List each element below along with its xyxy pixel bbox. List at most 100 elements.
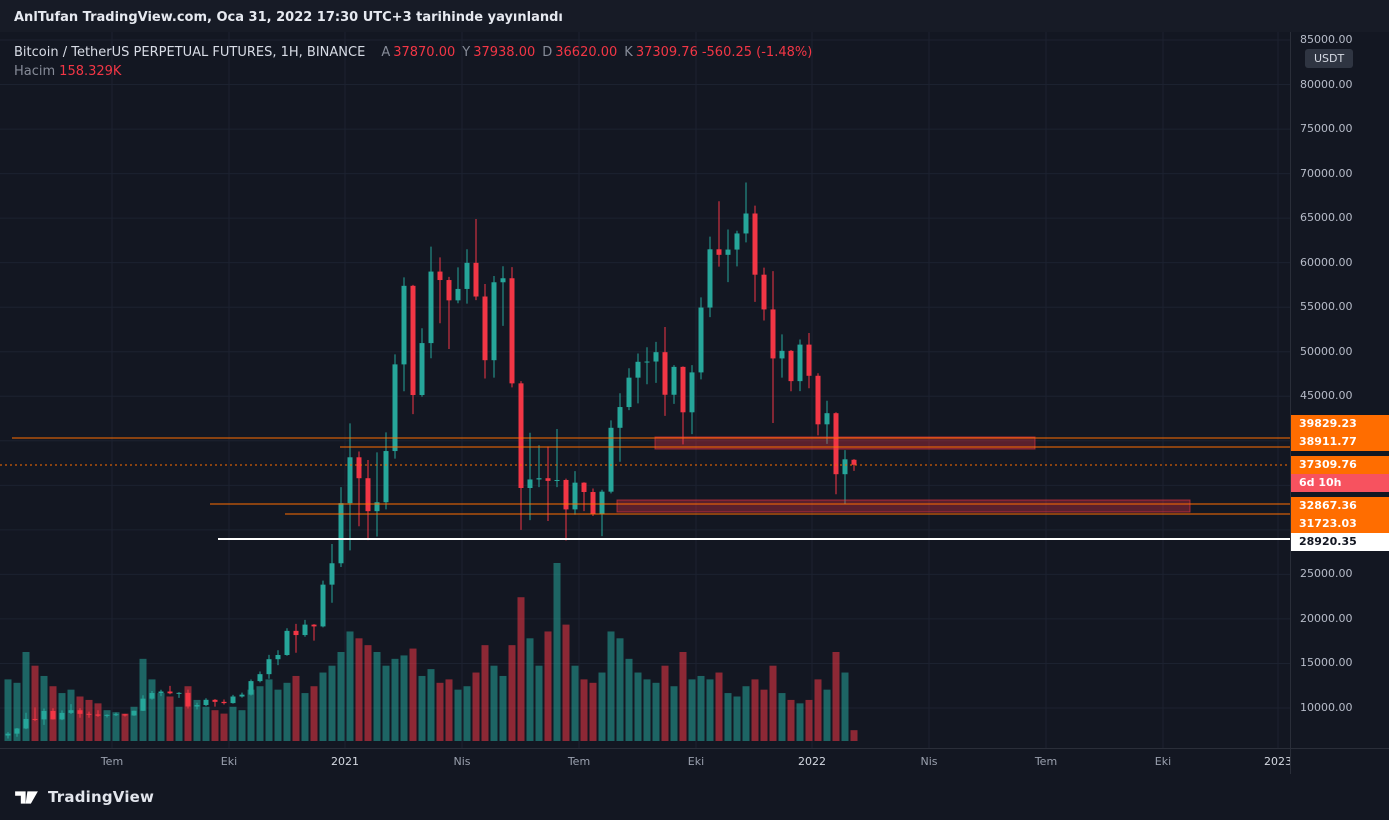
candle-body — [527, 479, 533, 489]
supply-zone[interactable] — [654, 436, 1036, 450]
volume-bar — [679, 652, 687, 741]
price-axis[interactable]: USDT 85000.00 80000.00 75000.00 70000.00 650… — [1290, 32, 1389, 774]
footer-bar: TradingView — [0, 774, 1389, 820]
time-tick-month: Nis — [453, 755, 471, 768]
ohlc-key: Y — [462, 45, 471, 60]
volume-bar — [598, 672, 606, 741]
candle-body — [635, 361, 641, 378]
candle-body — [104, 714, 110, 716]
volume-bar — [661, 665, 669, 741]
price-tick: 85000.00 — [1300, 33, 1353, 46]
candle-body — [608, 427, 614, 492]
candle-body — [122, 714, 128, 716]
volume-bar — [67, 689, 75, 741]
volume-bar — [715, 672, 723, 741]
candle-body — [212, 699, 218, 702]
time-tick-month: Eki — [687, 755, 705, 768]
candle-body — [509, 278, 515, 384]
tradingview-logo-icon[interactable] — [14, 787, 39, 808]
candle-body — [626, 377, 632, 408]
symbol-title: Bitcoin / TetherUS PERPETUAL FUTURES, 1H… — [14, 45, 366, 60]
change-value: -560.25 (-1.48%) — [701, 45, 813, 60]
supply-zone[interactable] — [616, 499, 1191, 513]
volume-bar — [112, 712, 120, 741]
volume-bar — [445, 679, 453, 741]
candle-body — [698, 307, 704, 373]
volume-bar — [589, 682, 597, 741]
candle-body — [581, 482, 587, 493]
time-tick-month: Nis — [920, 755, 938, 768]
candle-body — [806, 344, 812, 376]
symbol-row: Bitcoin / TetherUS PERPETUAL FUTURES, 1H… — [14, 43, 812, 62]
candle-body — [437, 271, 443, 281]
time-axis[interactable]: Tem Eki 2021 Nis Tem Eki 2022 Nis Tem Eki 2023 — [0, 749, 1290, 774]
price-level-label: 28920.35 — [1291, 533, 1389, 551]
volume-bar — [733, 696, 741, 741]
volume-bar — [706, 679, 714, 741]
time-tick-year: 2023 — [1264, 755, 1290, 768]
time-tick-month: Tem — [100, 755, 124, 768]
candle-body — [68, 710, 74, 713]
price-tick: 55000.00 — [1300, 300, 1353, 314]
time-axis-separator — [0, 748, 1389, 749]
volume-bar — [391, 658, 399, 741]
time-tick-month: Eki — [1154, 755, 1172, 768]
volume-bar — [553, 563, 561, 741]
volume-bar — [418, 675, 426, 741]
candle-body — [671, 366, 677, 395]
candle-body — [491, 282, 497, 361]
candle-body — [203, 699, 209, 706]
candle-body — [50, 710, 56, 720]
candle-body — [5, 733, 11, 736]
price-tick: 25000.00 — [1300, 567, 1353, 581]
volume-bar — [94, 703, 102, 741]
candle-body — [167, 691, 173, 694]
volume-value: 158.329K — [59, 64, 122, 79]
volume-bar — [256, 686, 264, 741]
volume-bar — [202, 706, 210, 741]
candle-body — [815, 375, 821, 425]
last-price-label: 37309.76 — [1291, 456, 1389, 474]
candle-body — [446, 280, 452, 301]
volume-bar — [337, 652, 345, 741]
volume-bar — [346, 631, 354, 741]
volume-bar — [841, 672, 849, 741]
volume-bar — [121, 713, 129, 741]
time-tick-year: 2021 — [331, 755, 359, 768]
volume-bar — [805, 699, 813, 741]
candle-body — [797, 344, 803, 382]
volume-bar — [850, 730, 858, 741]
candle-body — [392, 364, 398, 452]
volume-bar — [238, 710, 246, 741]
ohlc-key: D — [542, 45, 553, 60]
brand-name[interactable]: TradingView — [48, 788, 155, 806]
chart-canvas[interactable]: Bitcoin / TetherUS PERPETUAL FUTURES, 1H… — [0, 32, 1290, 748]
candle-body — [644, 361, 650, 363]
volume-bar — [274, 689, 282, 741]
candle-body — [842, 459, 848, 475]
volume-bar — [436, 682, 444, 741]
volume-bar — [760, 689, 768, 741]
candle-body — [689, 372, 695, 413]
candle-body — [725, 249, 731, 255]
volume-bar — [463, 686, 471, 741]
candle-body — [707, 249, 713, 308]
volume-bar — [652, 682, 660, 741]
candle-body — [590, 492, 596, 514]
volume-bar — [697, 675, 705, 741]
volume-bar — [103, 710, 111, 741]
volume-bar — [157, 693, 165, 741]
volume-bar — [688, 679, 696, 741]
candle-body — [374, 502, 380, 512]
volume-bar — [355, 638, 363, 741]
volume-bar — [229, 706, 237, 741]
candle-body — [32, 718, 38, 720]
candle-body — [365, 478, 371, 512]
volume-bar — [454, 689, 462, 741]
volume-bar — [283, 682, 291, 741]
chart-svg[interactable] — [0, 32, 1290, 748]
volume-bar — [832, 652, 840, 741]
volume-bar — [517, 597, 525, 741]
candle-body — [77, 710, 83, 714]
volume-bar — [508, 645, 516, 741]
